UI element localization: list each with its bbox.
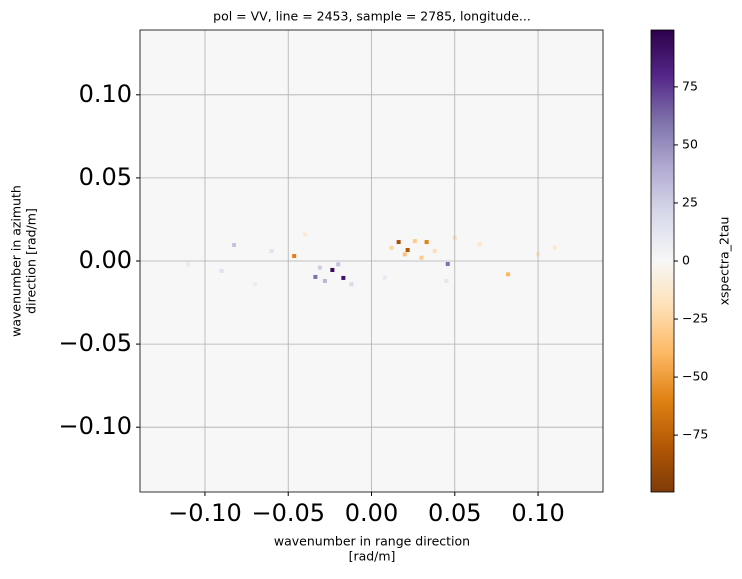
x-tick-label: −0.10 (168, 499, 242, 527)
heatmap-cell (432, 249, 437, 254)
heatmap-cell (302, 232, 307, 237)
heatmap-cell (389, 245, 394, 250)
heatmap-cell (424, 240, 429, 245)
heatmap-cell (349, 282, 354, 287)
heatmap-cell (402, 252, 407, 257)
heatmap-cell (341, 275, 346, 280)
y-tick-label: −0.05 (58, 329, 132, 357)
heatmap-cell (313, 274, 318, 279)
heatmap-cell (219, 268, 224, 273)
heatmap-cell (232, 243, 237, 248)
heatmap-cell (506, 272, 511, 277)
y-tick-label: −0.10 (58, 412, 132, 440)
y-axis-label: direction [rad/m] (24, 208, 39, 314)
colorbar-tick-label: 0 (682, 253, 690, 268)
heatmap-cell (444, 278, 449, 283)
y-tick-label: 0.10 (79, 80, 132, 108)
heatmap-cell (419, 255, 424, 260)
colorbar-tick-label: 50 (682, 136, 698, 151)
heatmap-cell (292, 254, 297, 259)
heatmap-cell (445, 261, 450, 266)
heatmap-cell (412, 239, 417, 244)
heatmap-cell (336, 262, 341, 267)
heatmap-cell (322, 278, 327, 283)
x-tick-label: 0.00 (345, 499, 398, 527)
x-tick-label: 0.05 (428, 499, 481, 527)
heatmap-cell (477, 242, 482, 247)
colorbar-tick-label: −50 (682, 369, 708, 384)
colorbar-tick-label: −25 (682, 311, 708, 326)
colorbar-tick-label: 25 (682, 194, 698, 209)
colorbar (650, 29, 675, 493)
x-tick-label: −0.05 (251, 499, 325, 527)
heatmap-cell (317, 265, 322, 270)
chart-title: pol = VV, line = 2453, sample = 2785, lo… (213, 9, 531, 24)
plot-frame (139, 29, 604, 493)
colorbar-tick-label: −75 (682, 427, 708, 442)
heatmap-cell (552, 245, 557, 250)
x-axis-label: [rad/m] (349, 549, 396, 564)
heatmap-cell (382, 275, 387, 280)
heatmap-cell (330, 267, 335, 272)
heatmap-cell (252, 282, 257, 287)
x-tick-label: 0.10 (511, 499, 564, 527)
colorbar-label: xspectra_2tau (717, 217, 732, 306)
heatmap-cell (396, 240, 401, 245)
heatmap-cell (405, 248, 410, 253)
x-axis-label: wavenumber in range direction (274, 534, 470, 549)
heatmap-cell (269, 249, 274, 254)
colorbar-tick-label: 75 (682, 78, 698, 93)
y-tick-label: 0.05 (79, 163, 132, 191)
heatmap-cell (186, 262, 191, 267)
y-tick-label: 0.00 (79, 246, 132, 274)
y-axis-label: wavenumber in azimuth (9, 185, 24, 337)
